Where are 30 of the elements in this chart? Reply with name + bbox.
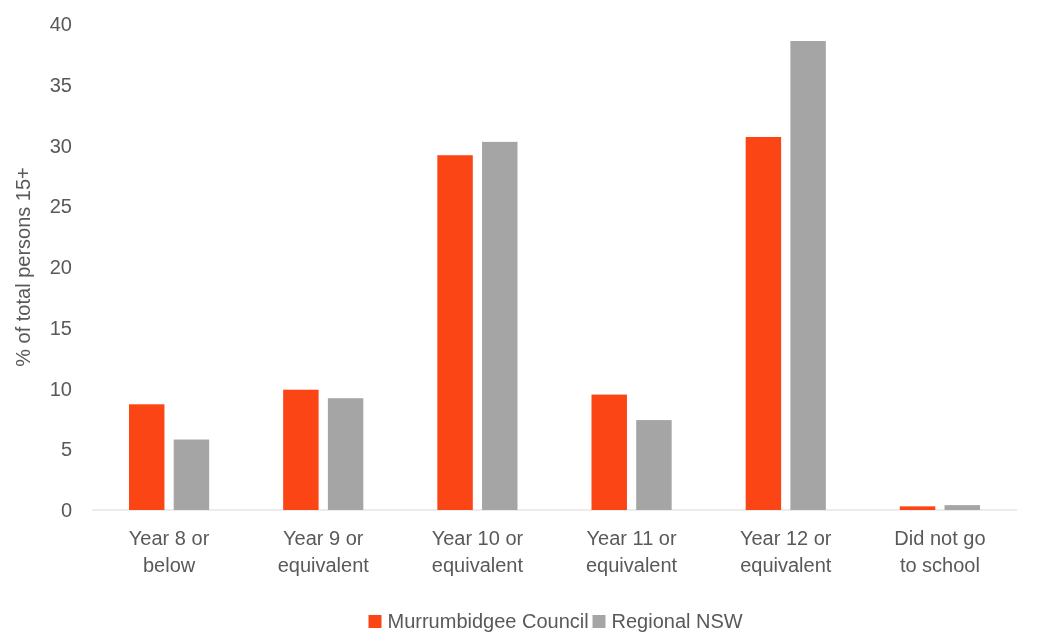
x-tick-label: Year 8 or below <box>128 527 210 576</box>
bar <box>437 155 473 510</box>
x-tick-label: Year 10 or equivalent <box>431 527 524 576</box>
bar <box>283 389 319 510</box>
bar <box>944 505 980 510</box>
legend-label: Murrumbidgee Council <box>387 610 589 632</box>
legend-label: Regional NSW <box>611 610 743 632</box>
y-tick-label: 5 <box>60 438 72 461</box>
bar <box>482 141 518 510</box>
x-tick-label: Did not go to school <box>894 527 986 576</box>
y-axis-title: % of total persons 15+ <box>12 167 34 367</box>
y-tick-label: 20 <box>49 256 72 278</box>
bar <box>899 506 936 510</box>
y-tick-label: 10 <box>49 377 72 400</box>
bar <box>129 404 165 510</box>
y-tick-label: 35 <box>49 73 72 96</box>
y-tick-label: 30 <box>49 134 72 157</box>
bar <box>173 439 210 510</box>
x-tick-label: Year 9 or equivalent <box>277 527 370 576</box>
y-tick-label: 25 <box>49 195 72 218</box>
bar <box>591 394 627 510</box>
bar <box>745 137 782 510</box>
x-tick-label: Year 11 or equivalent <box>585 527 678 576</box>
bar <box>327 398 364 510</box>
y-tick-label: 40 <box>49 13 72 35</box>
x-tick-label: Year 12 or equivalent <box>739 527 832 576</box>
y-tick-label: 15 <box>49 316 72 339</box>
bar <box>790 41 826 510</box>
bar <box>636 420 672 510</box>
y-tick-label: 0 <box>60 499 72 521</box>
